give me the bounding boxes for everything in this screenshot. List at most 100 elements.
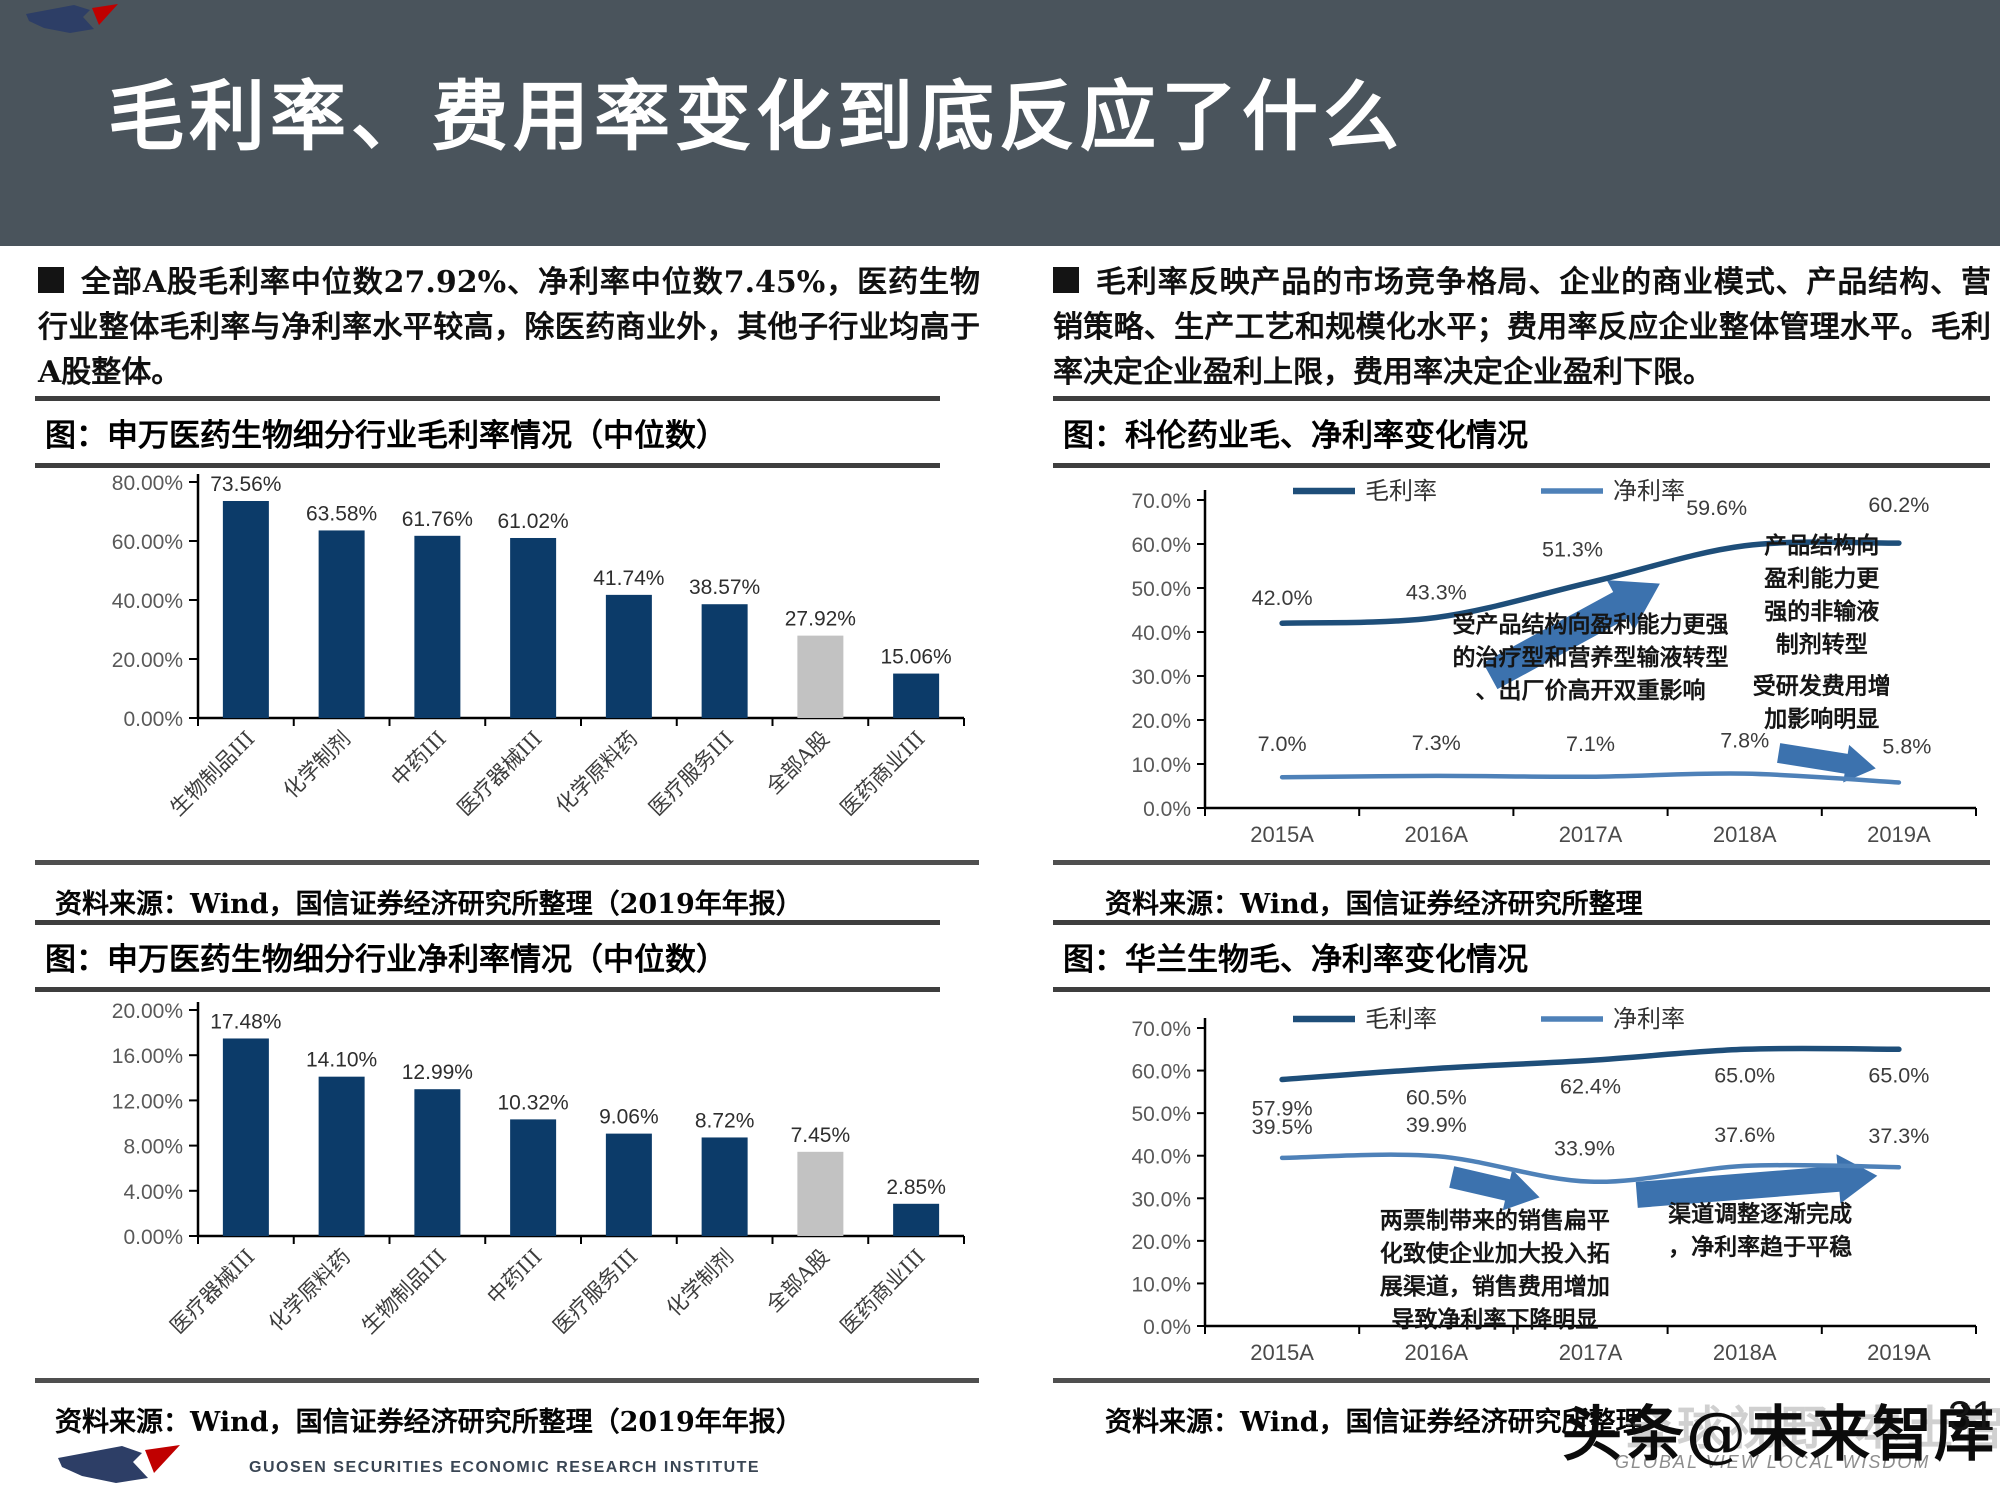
bullet-square-icon xyxy=(38,267,64,293)
x-category-label: 化学制剂 xyxy=(662,1245,738,1321)
x-category-label: 生物制品III xyxy=(357,1245,451,1339)
y-axis-tick-label: 16.00% xyxy=(112,1045,183,1068)
bar-value-label: 61.02% xyxy=(498,510,569,533)
hualan-margin-trend-svg: 70.0% 60.0% 50.0% 40.0% 30.0% 20.0% 10.0% 0.0% 2… xyxy=(1131,1005,1977,1365)
annotation-text: 强的非输液 xyxy=(1764,598,1879,625)
data-point-label: 37.3% xyxy=(1868,1124,1929,1148)
x-category-label: 医药商业III xyxy=(836,1245,930,1339)
panel-divider xyxy=(1053,1378,1990,1383)
y-axis-tick-label: 50.0% xyxy=(1131,1103,1191,1126)
bar-value-label: 9.06% xyxy=(599,1106,659,1129)
data-point-label: 39.5% xyxy=(1252,1115,1313,1139)
x-category-label: 医疗器械III xyxy=(165,1245,259,1339)
data-point-label: 33.9% xyxy=(1554,1137,1615,1161)
source-note-hualan: 资料来源：Wind，国信证券经济研究所整理 xyxy=(1105,1407,1643,1438)
chart-title-kelun-line: 图：科伦药业毛、净利率变化情况 xyxy=(1053,396,1990,468)
x-axis-tick-label: 2016A xyxy=(1404,1340,1468,1365)
y-axis-tick-label: 40.0% xyxy=(1131,1146,1191,1169)
bar-value-label: 10.32% xyxy=(498,1091,569,1114)
slide-header: 毛利率、费用率变化到底反应了什么 xyxy=(0,0,2000,246)
legend-label: 毛利率 xyxy=(1365,1005,1437,1033)
bar xyxy=(414,1089,461,1236)
bar-value-label: 7.45% xyxy=(791,1124,851,1147)
bar xyxy=(701,604,748,718)
y-axis-tick-label: 20.0% xyxy=(1131,710,1191,733)
annotation-text: 加影响明显 xyxy=(1763,706,1879,733)
bar-value-label: 27.92% xyxy=(785,608,856,631)
bar-value-label: 15.06% xyxy=(881,646,952,669)
bar-value-label: 8.72% xyxy=(695,1109,755,1132)
chart-title-hualan-line: 图：华兰生物毛、净利率变化情况 xyxy=(1053,920,1990,992)
page-number: 31 xyxy=(1948,1392,1995,1439)
y-axis-tick-label: 20.00% xyxy=(112,649,183,672)
bullet-right-text: 毛利率反映产品的市场竞争格局、企业的商业模式、产品结构、营销策略、生产工艺和规模… xyxy=(1053,265,1991,390)
logo-red-sail-shape xyxy=(145,1445,180,1473)
x-axis-tick-label: 2016A xyxy=(1404,822,1468,847)
data-point-label: 42.0% xyxy=(1252,586,1313,610)
bar xyxy=(318,530,365,718)
annotation-text: 化致使企业加大投入拓 xyxy=(1380,1240,1610,1267)
logo-red-sail-shape xyxy=(92,4,118,25)
bar-value-label: 17.48% xyxy=(210,1010,281,1033)
annotation-text: 、出厂价高开双重影响 xyxy=(1476,677,1706,704)
data-point-label: 37.6% xyxy=(1714,1123,1775,1147)
chart-hualan-line: 70.0% 60.0% 50.0% 40.0% 30.0% 20.0% 10.0% 0.0% 2… xyxy=(1055,988,1988,1376)
annotation-text: 的治疗型和营养型输液转型 xyxy=(1453,644,1729,671)
sw-pharma-gross-margin-svg: 80.00% 60.00% 40.00% 20.00% 0.00% 73.56% 生物制品I… xyxy=(112,472,965,821)
x-category-label: 医药商业III xyxy=(836,727,930,821)
series-line-0 xyxy=(1279,1045,1902,1083)
data-point-label: 7.8% xyxy=(1720,729,1769,753)
x-axis-tick-label: 2019A xyxy=(1867,822,1931,847)
bar-value-label: 14.10% xyxy=(306,1049,377,1072)
y-axis-tick-label: 70.0% xyxy=(1131,1018,1191,1041)
y-axis-tick-label: 30.0% xyxy=(1131,1188,1191,1211)
bar-value-label: 73.56% xyxy=(210,473,281,496)
data-point-label: 7.1% xyxy=(1566,732,1615,756)
x-category-label: 中药III xyxy=(387,727,451,791)
y-axis-tick-label: 10.0% xyxy=(1131,754,1191,777)
y-axis-tick-label: 80.00% xyxy=(112,472,183,495)
y-axis-tick-label: 4.00% xyxy=(123,1181,183,1204)
x-category-label: 化学原料药 xyxy=(551,727,642,818)
y-axis-tick-label: 0.0% xyxy=(1143,798,1191,821)
bar xyxy=(510,537,557,718)
annotation-arrow xyxy=(1449,1166,1540,1211)
source-note-net-margin: 资料来源：Wind，国信证券经济研究所整理（2019年年报） xyxy=(55,1407,803,1438)
data-point-label: 60.2% xyxy=(1868,493,1929,517)
annotation-text: ，净利率趋于平稳 xyxy=(1668,1234,1852,1261)
y-axis-tick-label: 40.0% xyxy=(1131,622,1191,645)
data-point-label: 65.0% xyxy=(1714,1063,1775,1087)
x-category-label: 中药III xyxy=(482,1245,546,1309)
panel-divider xyxy=(35,860,979,865)
x-axis-tick-label: 2015A xyxy=(1250,822,1314,847)
guosen-mini-logo-icon xyxy=(26,4,118,33)
x-category-label: 医疗服务III xyxy=(644,727,738,821)
bar xyxy=(318,1076,365,1236)
y-axis-tick-label: 0.0% xyxy=(1143,1316,1191,1339)
annotation-text: 受研发费用增 xyxy=(1753,673,1891,700)
y-axis-tick-label: 60.00% xyxy=(112,531,183,554)
data-point-label: 7.0% xyxy=(1258,732,1307,756)
y-axis-tick-label: 30.0% xyxy=(1131,666,1191,689)
annotation-text: 受产品结构向盈利能力更强 xyxy=(1453,611,1729,638)
kelun-margin-trend-svg: 70.0% 60.0% 50.0% 40.0% 30.0% 20.0% 10.0% 0.0% 2… xyxy=(1131,477,1977,847)
x-axis-tick-label: 2018A xyxy=(1713,1340,1777,1365)
data-point-label: 43.3% xyxy=(1406,580,1467,604)
annotation-text: 制剂转型 xyxy=(1776,631,1868,658)
bullet-paragraph-left: 全部A股毛利率中位数27.92%、净利率中位数7.45%，医药生物行业整体毛利率… xyxy=(38,260,980,395)
y-axis-tick-label: 60.0% xyxy=(1131,534,1191,557)
bullet-paragraph-right: 毛利率反映产品的市场竞争格局、企业的商业模式、产品结构、营销策略、生产工艺和规模… xyxy=(1053,260,1991,395)
annotation-text: 产品结构向 xyxy=(1764,532,1879,559)
bar xyxy=(222,500,269,718)
x-axis-tick-label: 2017A xyxy=(1559,822,1623,847)
bar-value-label: 2.85% xyxy=(886,1176,946,1199)
bar xyxy=(510,1119,557,1236)
sw-pharma-net-margin-svg: 20.00% 16.00% 12.00% 8.00% 4.00% 0.00% 17.48% 医… xyxy=(112,1000,965,1339)
data-point-label: 51.3% xyxy=(1542,537,1603,561)
x-category-label: 化学制剂 xyxy=(279,727,355,803)
page-title: 毛利率、费用率变化到底反应了什么 xyxy=(108,72,1404,161)
data-point-label: 7.3% xyxy=(1412,731,1461,755)
data-point-label: 62.4% xyxy=(1560,1074,1621,1098)
y-axis-tick-label: 50.0% xyxy=(1131,578,1191,601)
